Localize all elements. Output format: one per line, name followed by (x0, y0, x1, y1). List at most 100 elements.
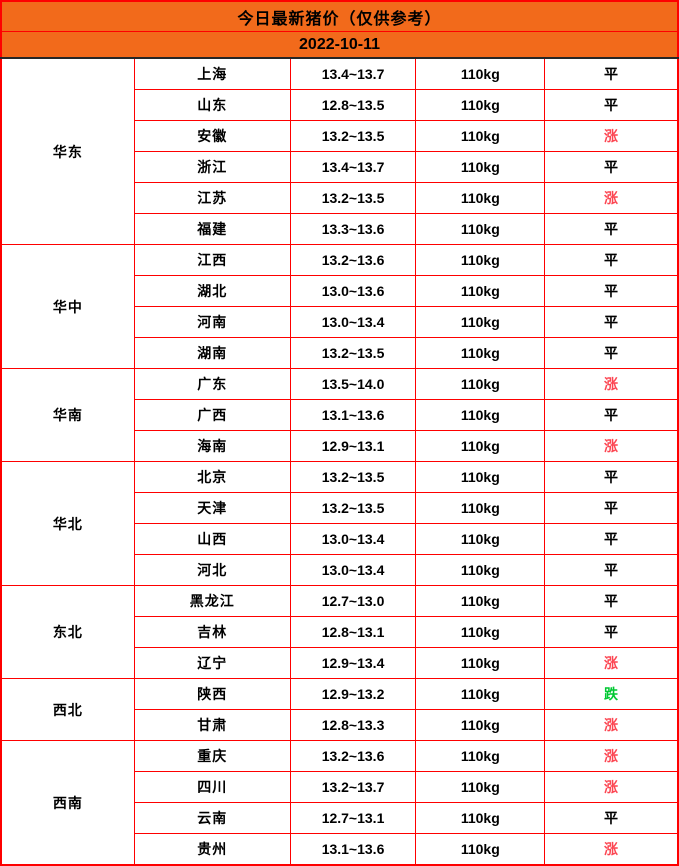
table-row: 湖南 13.2~13.5 110kg 平 (1, 337, 679, 369)
trend-cell: 平 (544, 461, 679, 493)
price-cell: 13.2~13.6 (289, 244, 417, 276)
table-row: 云南 12.7~13.1 110kg 平 (1, 802, 679, 834)
region-cell: 华北 (0, 461, 135, 586)
province-cell: 上海 (133, 57, 291, 90)
table-row: 华北 北京 13.2~13.5 110kg 平 (0, 461, 679, 586)
trend-cell: 跌 (544, 678, 679, 710)
trend-cell: 平 (544, 244, 679, 276)
price-cell: 13.1~13.6 (289, 833, 417, 866)
table-row: 西北 陕西 12.9~13.2 110kg 跌 (0, 678, 679, 741)
province-cell: 四川 (133, 771, 291, 803)
table-row: 河南 13.0~13.4 110kg 平 (1, 306, 679, 338)
price-cell: 12.7~13.0 (289, 585, 417, 617)
region-cell: 东北 (0, 585, 135, 679)
table-row: 吉林 12.8~13.1 110kg 平 (1, 616, 679, 648)
weight-cell: 110kg (415, 120, 546, 152)
price-cell: 12.9~13.2 (289, 678, 417, 710)
trend-cell: 平 (544, 523, 679, 555)
province-cell: 河南 (133, 306, 291, 338)
price-cell: 13.2~13.5 (289, 492, 417, 524)
province-cell: 吉林 (133, 616, 291, 648)
trend-cell: 平 (544, 337, 679, 369)
trend-cell: 涨 (544, 771, 679, 803)
table-row: 河北 13.0~13.4 110kg 平 (1, 554, 679, 586)
weight-cell: 110kg (415, 492, 546, 524)
trend-cell: 平 (544, 802, 679, 834)
province-cell: 黑龙江 (133, 585, 291, 617)
province-cell: 云南 (133, 802, 291, 834)
weight-cell: 110kg (415, 244, 546, 276)
province-cell: 辽宁 (133, 647, 291, 679)
price-cell: 13.0~13.4 (289, 523, 417, 555)
table-row: 山西 13.0~13.4 110kg 平 (1, 523, 679, 555)
trend-cell: 涨 (544, 120, 679, 152)
province-cell: 湖南 (133, 337, 291, 369)
table-row: 海南 12.9~13.1 110kg 涨 (1, 430, 679, 462)
price-cell: 13.2~13.5 (289, 337, 417, 369)
province-cell: 天津 (133, 492, 291, 524)
weight-cell: 110kg (415, 523, 546, 555)
table-row: 华中 江西 13.2~13.6 110kg 平 (0, 244, 679, 369)
price-cell: 12.8~13.3 (289, 709, 417, 741)
table-row: 华南 广东 13.5~14.0 110kg 涨 (0, 368, 679, 462)
trend-cell: 涨 (544, 833, 679, 866)
table-row: 江苏 13.2~13.5 110kg 涨 (1, 182, 679, 214)
table-row: 甘肃 12.8~13.3 110kg 涨 (1, 709, 679, 741)
table-row: 西南 重庆 13.2~13.6 110kg 涨 (0, 740, 679, 866)
table-row: 浙江 13.4~13.7 110kg 平 (1, 151, 679, 183)
region-cell: 西北 (0, 678, 135, 741)
price-cell: 13.3~13.6 (289, 213, 417, 245)
trend-cell: 平 (544, 151, 679, 183)
weight-cell: 110kg (415, 585, 546, 617)
province-cell: 福建 (133, 213, 291, 245)
province-cell: 北京 (133, 461, 291, 493)
price-cell: 13.4~13.7 (289, 151, 417, 183)
price-cell: 12.8~13.5 (289, 89, 417, 121)
trend-cell: 平 (544, 57, 679, 90)
price-cell: 13.1~13.6 (289, 399, 417, 431)
weight-cell: 110kg (415, 151, 546, 183)
province-cell: 浙江 (133, 151, 291, 183)
price-cell: 13.0~13.6 (289, 275, 417, 307)
province-cell: 山西 (133, 523, 291, 555)
weight-cell: 110kg (415, 213, 546, 245)
trend-cell: 涨 (544, 740, 679, 772)
region-cell: 华南 (0, 368, 135, 462)
province-cell: 江苏 (133, 182, 291, 214)
trend-cell: 平 (544, 585, 679, 617)
province-cell: 广东 (133, 368, 291, 400)
weight-cell: 110kg (415, 647, 546, 679)
weight-cell: 110kg (415, 461, 546, 493)
trend-cell: 涨 (544, 182, 679, 214)
weight-cell: 110kg (415, 430, 546, 462)
trend-cell: 平 (544, 306, 679, 338)
price-cell: 12.7~13.1 (289, 802, 417, 834)
price-cell: 13.0~13.4 (289, 554, 417, 586)
weight-cell: 110kg (415, 740, 546, 772)
table-row: 华东 上海 13.4~13.7 110kg 平 (0, 57, 679, 245)
date-row: 2022-10-11 (0, 31, 679, 59)
table-row: 安徽 13.2~13.5 110kg 涨 (1, 120, 679, 152)
trend-cell: 平 (544, 89, 679, 121)
trend-cell: 平 (544, 616, 679, 648)
weight-cell: 110kg (415, 771, 546, 803)
page-title: 今日最新猪价（仅供参考） (0, 0, 679, 32)
trend-cell: 涨 (544, 647, 679, 679)
table-row: 贵州 13.1~13.6 110kg 涨 (1, 833, 679, 866)
weight-cell: 110kg (415, 57, 546, 90)
province-cell: 重庆 (133, 740, 291, 772)
trend-cell: 平 (544, 554, 679, 586)
weight-cell: 110kg (415, 89, 546, 121)
table-body: 华东 上海 13.4~13.7 110kg 平山东 12.8~13.5 110kg 平安徽 13… (0, 57, 679, 866)
price-cell: 12.9~13.4 (289, 647, 417, 679)
price-cell: 13.2~13.6 (289, 740, 417, 772)
table-row: 东北 黑龙江 12.7~13.0 110kg 平 (0, 585, 679, 679)
price-cell: 13.5~14.0 (289, 368, 417, 400)
trend-cell: 涨 (544, 709, 679, 741)
table-row: 湖北 13.0~13.6 110kg 平 (1, 275, 679, 307)
price-cell: 13.0~13.4 (289, 306, 417, 338)
price-cell: 13.4~13.7 (289, 57, 417, 90)
price-cell: 13.2~13.5 (289, 120, 417, 152)
province-cell: 山东 (133, 89, 291, 121)
